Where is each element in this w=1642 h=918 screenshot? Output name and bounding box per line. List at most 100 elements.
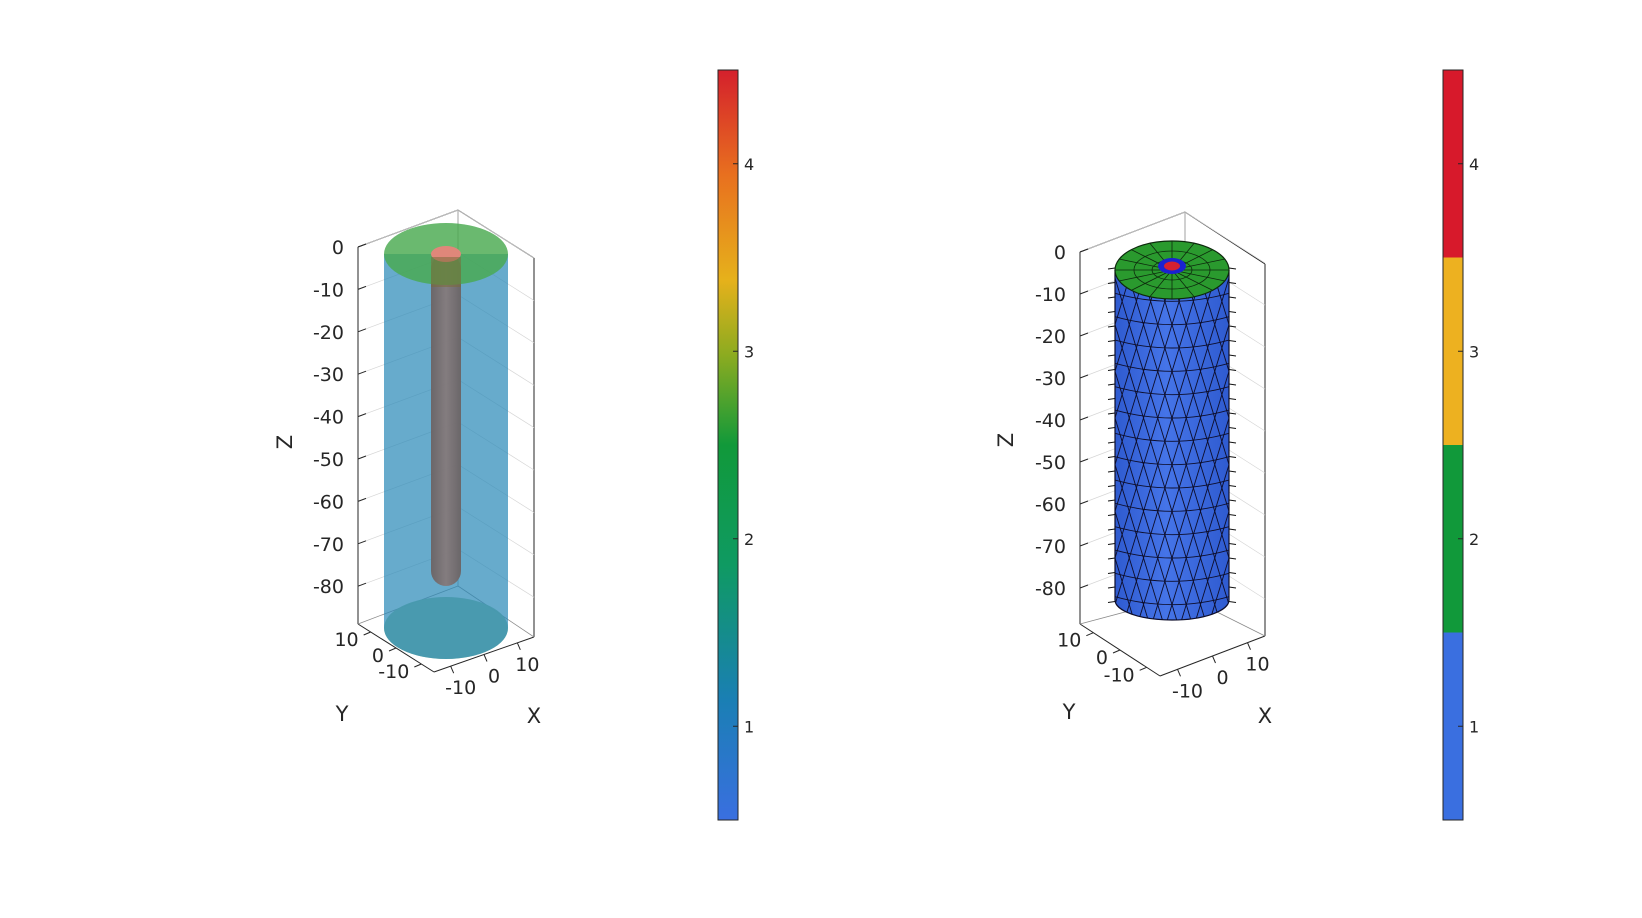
colorbar-block — [1443, 632, 1463, 820]
colorbar-right: 1 2 3 4 — [1442, 69, 1479, 821]
colorbar-tick-label: 4 — [1469, 155, 1479, 174]
z-tick-label: 0 — [332, 237, 344, 259]
x-tick-label: 0 — [1216, 667, 1228, 689]
colorbar-tick-label: 3 — [1469, 342, 1479, 361]
x-tick-labels-right: -10 0 10 — [1172, 642, 1270, 702]
z-tick-label: -40 — [1035, 410, 1066, 432]
z-tick-label: -80 — [313, 576, 344, 598]
colorbar-tick-label: 3 — [744, 342, 754, 361]
colorbar-block — [1443, 445, 1463, 633]
z-tick-label: -60 — [313, 491, 344, 513]
z-axis-label: Z — [273, 435, 297, 449]
colorbar-frame — [1442, 69, 1464, 821]
x-axis-label: X — [527, 704, 541, 728]
y-tick-label: 0 — [372, 645, 384, 667]
z-tick-label: -20 — [313, 322, 344, 344]
z-tick-mark — [357, 582, 367, 587]
z-tick-label: -20 — [1035, 326, 1066, 348]
x-tick-label: -10 — [1172, 680, 1203, 702]
y-tick-mark — [414, 663, 422, 668]
inner-rod-upper — [431, 257, 461, 287]
meshed-cylinder — [1107, 240, 1237, 621]
z-tick-label: 0 — [1054, 242, 1066, 264]
z-tick-label: -30 — [1035, 368, 1066, 390]
z-tick-mark — [1079, 248, 1089, 253]
colorbar-left: 1 2 3 4 — [717, 69, 754, 821]
z-tick-mark — [1079, 416, 1089, 421]
z-tick-label: -40 — [313, 407, 344, 429]
x-tick-mark — [516, 642, 521, 651]
z-tick-mark — [1079, 374, 1089, 379]
z-tick-mark — [357, 328, 367, 333]
x-tick-mark — [483, 654, 488, 662]
colorbar-tick-label: 1 — [1469, 717, 1479, 736]
z-tick-label: -10 — [313, 279, 344, 301]
z-tick-label: -70 — [1035, 536, 1066, 558]
colorbar-tick-label: 1 — [744, 717, 754, 736]
y-tick-label: 10 — [334, 629, 358, 651]
z-tick-label: -30 — [313, 364, 344, 386]
z-tick-mark — [357, 455, 367, 460]
z-tick-labels-right: 0 -10 -20 -30 -40 -50 -60 -70 -80 — [1035, 242, 1089, 600]
z-tick-mark — [357, 370, 367, 375]
z-tick-mark — [357, 285, 367, 290]
x-tick-label: 0 — [488, 666, 500, 688]
y-tick-mark — [388, 647, 397, 652]
colorbar-block — [1443, 257, 1463, 445]
z-tick-mark — [357, 413, 367, 418]
mesh-outline — [1114, 270, 1230, 621]
normal-arrows — [1107, 267, 1237, 603]
outer-cylinder — [384, 223, 508, 659]
colorbar-block — [1443, 70, 1463, 258]
z-tick-label: -80 — [1035, 578, 1066, 600]
inner-rod — [431, 254, 461, 586]
z-tick-mark — [357, 497, 367, 502]
colorbar-right-bar — [1442, 69, 1464, 821]
y-tick-label: 0 — [1096, 647, 1108, 669]
center-region — [1164, 261, 1180, 271]
x-tick-mark — [1247, 642, 1251, 650]
y-tick-label: -10 — [378, 661, 409, 683]
colorbar-tick-label: 2 — [744, 530, 754, 549]
z-tick-mark — [1079, 290, 1089, 295]
z-tick-label: -70 — [313, 534, 344, 556]
y-tick-label: 10 — [1057, 630, 1081, 652]
x-tick-labels-left: -10 0 10 — [445, 642, 539, 699]
mesh-top-outline — [1114, 240, 1230, 300]
mesh-edges — [1115, 270, 1229, 620]
z-tick-mark — [1079, 332, 1089, 337]
z-tick-label: -50 — [1035, 452, 1066, 474]
y-tick-mark — [1139, 666, 1147, 671]
colorbar-left-ticks: 1 2 3 4 — [733, 155, 754, 736]
colorbar-tick-label: 2 — [1469, 530, 1479, 549]
z-tick-mark — [1079, 500, 1089, 505]
z-tick-label: -50 — [313, 449, 344, 471]
y-tick-labels-right: 10 0-10 — [1057, 630, 1147, 686]
x-tick-mark — [1212, 655, 1216, 664]
z-tick-mark — [1079, 458, 1089, 463]
x-tick-label: 10 — [515, 654, 539, 676]
x-tick-label: -10 — [445, 677, 476, 699]
z-tick-mark — [357, 243, 367, 248]
y-axis-label: Y — [335, 702, 349, 726]
x-tick-mark — [450, 665, 455, 674]
x-tick-label: 10 — [1245, 654, 1269, 676]
x-axis-label-right: X — [1258, 704, 1272, 728]
y-tick-mark — [1086, 632, 1094, 637]
y-tick-labels-left: 10 0-10 — [334, 629, 422, 683]
z-tick-label: -10 — [1035, 284, 1066, 306]
colorbar-tick-label: 4 — [744, 155, 754, 174]
z-tick-mark — [1079, 584, 1089, 589]
z-tick-label: -60 — [1035, 494, 1066, 516]
y-tick-mark — [363, 631, 371, 636]
y-tick-label: -10 — [1104, 664, 1135, 686]
colorbar-right-ticks: 1 2 3 4 — [1458, 155, 1479, 736]
y-axis-label-right: Y — [1062, 700, 1076, 724]
y-tick-mark — [1112, 649, 1121, 654]
z-tick-labels-left: 0 -10 -20 -30 -40 -50 -60 -70 -80 — [313, 237, 367, 598]
colorbar-left-bar — [717, 69, 739, 821]
z-tick-mark — [357, 540, 367, 545]
